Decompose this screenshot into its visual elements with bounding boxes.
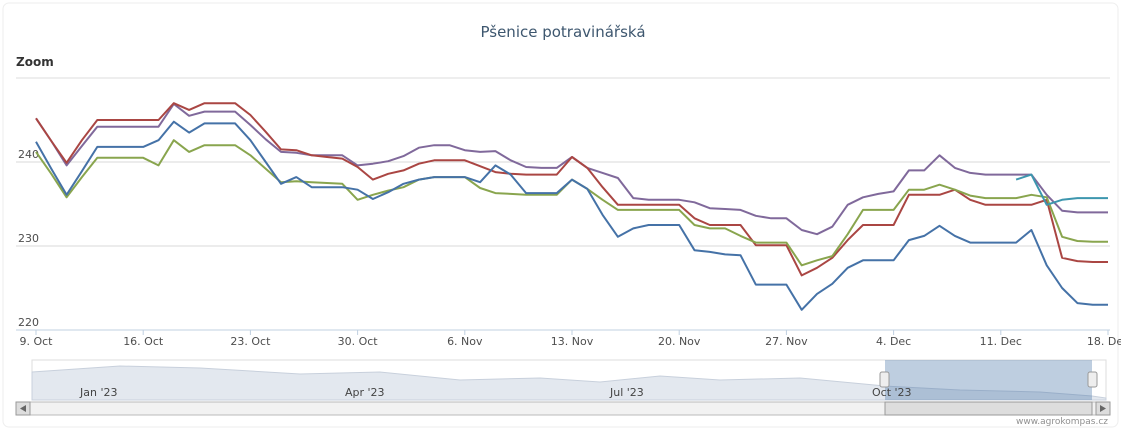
navigator-label: Jan '23 — [79, 386, 117, 399]
series-line — [35, 120, 1108, 311]
scroll-thumb[interactable] — [884, 401, 1093, 416]
x-tick-label: 6. Nov — [447, 335, 483, 348]
navigator-handle[interactable] — [879, 371, 890, 388]
chart-title: Pšenice potravinářská — [480, 23, 645, 41]
navigator-series — [31, 365, 1107, 401]
navigator-label: Jul '23 — [609, 386, 644, 399]
x-tick-label: 11. Dec — [980, 335, 1022, 348]
y-tick-label: 220 — [18, 316, 39, 329]
navigator-label: Apr '23 — [345, 386, 385, 399]
navigator-label: Oct '23 — [872, 386, 912, 399]
x-tick-label: 23. Oct — [230, 335, 271, 348]
x-tick-label: 16. Oct — [123, 335, 164, 348]
y-tick-label: 230 — [18, 232, 39, 245]
navigator-selection[interactable] — [885, 360, 1092, 400]
x-tick-label: 30. Oct — [338, 335, 379, 348]
series-line — [1015, 173, 1108, 206]
x-tick-label: 9. Oct — [19, 335, 53, 348]
y-tick-label: 240 — [18, 148, 39, 161]
x-tick-label: 18. Dec — [1087, 335, 1121, 348]
x-tick-label: 13. Nov — [551, 335, 594, 348]
navigator — [15, 359, 1111, 416]
x-tick-label: 4. Dec — [876, 335, 911, 348]
credits: www.agrokompas.cz — [1016, 417, 1108, 427]
zoom-label[interactable]: Zoom — [16, 55, 54, 69]
x-tick-label: 27. Nov — [765, 335, 808, 348]
series-line — [35, 102, 1108, 277]
navigator-handle[interactable] — [1087, 371, 1098, 388]
x-tick-label: 20. Nov — [658, 335, 701, 348]
